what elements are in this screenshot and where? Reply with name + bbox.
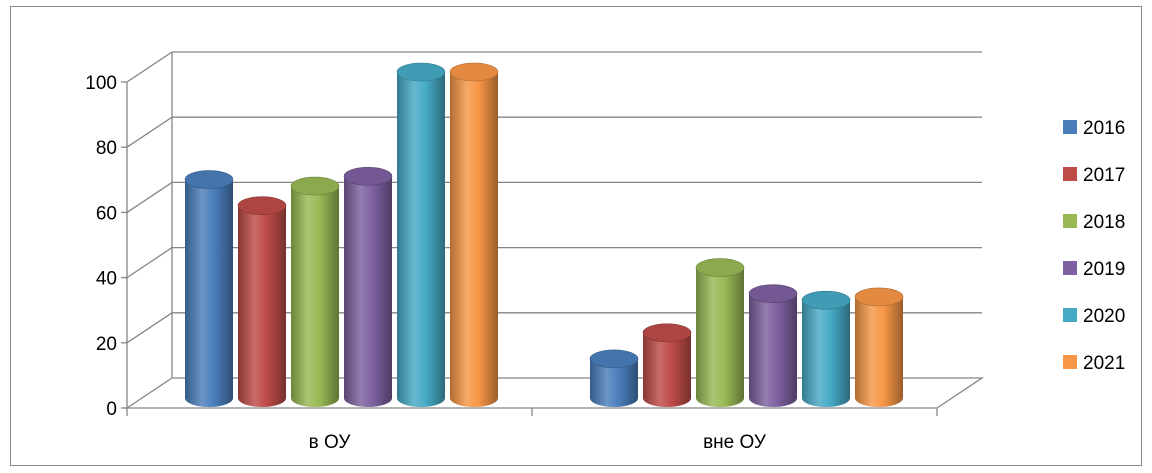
floor [124, 377, 985, 409]
legend: 2016 2017 2018 2019 2020 2021 [1063, 118, 1125, 374]
y-tick-label: 60 [96, 203, 117, 224]
bar-top [695, 258, 745, 277]
bar-top [449, 62, 499, 82]
bar-top [343, 167, 393, 186]
y-axis-ticks: 0 20 40 60 80 100 [85, 73, 127, 420]
y-tick-label: 40 [96, 269, 117, 290]
bar [344, 176, 392, 407]
bar [291, 186, 339, 407]
legend-label: 2019 [1083, 259, 1125, 280]
bar-top [854, 287, 904, 307]
gridline-side [126, 312, 173, 344]
legend-label: 2018 [1083, 212, 1125, 233]
legend-label: 2017 [1083, 165, 1125, 186]
x-category-label: в ОУ [309, 432, 352, 453]
legend-swatch [1063, 261, 1077, 275]
gridline-side [126, 51, 173, 83]
bar [238, 205, 286, 407]
x-category-label: вне ОУ [703, 432, 767, 453]
bar-top [589, 349, 639, 369]
bar [855, 296, 903, 407]
bar [450, 72, 498, 407]
legend-label: 2016 [1083, 118, 1125, 139]
bar-top [801, 290, 851, 310]
gridline-side [126, 247, 173, 279]
legend-label: 2021 [1083, 353, 1125, 374]
legend-swatch [1063, 214, 1077, 228]
bar-top [396, 62, 446, 82]
gridline-side [126, 181, 173, 213]
bars [184, 62, 904, 407]
bar-top [290, 176, 340, 196]
bar-top [237, 196, 287, 215]
x-axis: в ОУ вне ОУ [126, 408, 938, 453]
bar [185, 179, 233, 407]
bar-top [642, 323, 692, 343]
bar [590, 358, 638, 407]
bar-top [748, 284, 798, 303]
bar [643, 332, 691, 407]
bar [802, 300, 850, 407]
y-tick-label: 100 [85, 73, 117, 94]
legend-swatch [1063, 308, 1077, 322]
legend-swatch [1063, 167, 1077, 181]
gridline-side [126, 116, 173, 148]
y-tick-label: 0 [106, 399, 117, 420]
bar [397, 72, 445, 407]
bar [749, 293, 797, 407]
bar [696, 267, 744, 407]
y-tick-label: 80 [96, 138, 117, 159]
legend-swatch [1063, 355, 1077, 369]
legend-swatch [1063, 120, 1077, 134]
y-tick-label: 20 [96, 334, 117, 355]
bar-top [184, 170, 234, 189]
legend-label: 2020 [1083, 306, 1125, 327]
